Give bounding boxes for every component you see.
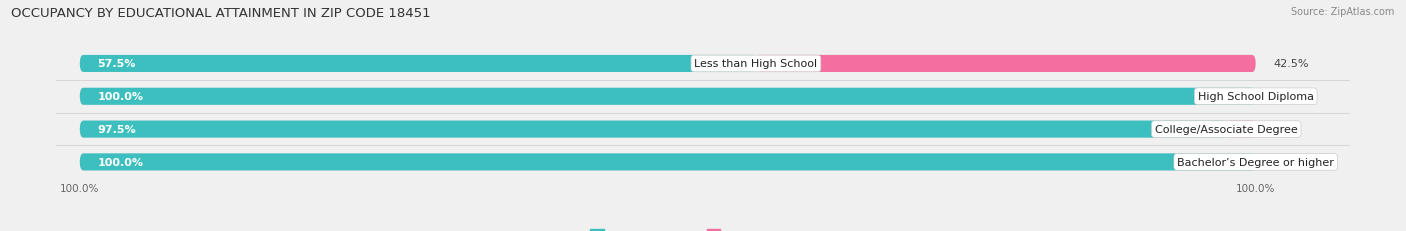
Text: Bachelor’s Degree or higher: Bachelor’s Degree or higher bbox=[1177, 157, 1334, 167]
FancyBboxPatch shape bbox=[80, 154, 1256, 171]
FancyBboxPatch shape bbox=[756, 56, 1256, 73]
FancyBboxPatch shape bbox=[80, 121, 1226, 138]
FancyBboxPatch shape bbox=[80, 56, 756, 73]
Text: 0.0%: 0.0% bbox=[1274, 157, 1302, 167]
FancyBboxPatch shape bbox=[80, 88, 1256, 105]
Text: 2.5%: 2.5% bbox=[1274, 125, 1302, 134]
Text: 0.0%: 0.0% bbox=[1274, 92, 1302, 102]
Text: 100.0%: 100.0% bbox=[97, 157, 143, 167]
Text: Less than High School: Less than High School bbox=[695, 59, 817, 69]
Text: 100.0%: 100.0% bbox=[97, 92, 143, 102]
FancyBboxPatch shape bbox=[80, 56, 1256, 73]
Text: 97.5%: 97.5% bbox=[97, 125, 136, 134]
Text: High School Diploma: High School Diploma bbox=[1198, 92, 1313, 102]
Text: 57.5%: 57.5% bbox=[97, 59, 136, 69]
FancyBboxPatch shape bbox=[80, 88, 1256, 105]
Text: College/Associate Degree: College/Associate Degree bbox=[1154, 125, 1298, 134]
FancyBboxPatch shape bbox=[80, 121, 1256, 138]
Text: OCCUPANCY BY EDUCATIONAL ATTAINMENT IN ZIP CODE 18451: OCCUPANCY BY EDUCATIONAL ATTAINMENT IN Z… bbox=[11, 7, 430, 20]
FancyBboxPatch shape bbox=[1226, 121, 1256, 138]
Text: Source: ZipAtlas.com: Source: ZipAtlas.com bbox=[1291, 7, 1395, 17]
Legend: Owner-occupied, Renter-occupied: Owner-occupied, Renter-occupied bbox=[586, 225, 820, 231]
Text: 42.5%: 42.5% bbox=[1274, 59, 1309, 69]
FancyBboxPatch shape bbox=[80, 154, 1256, 171]
